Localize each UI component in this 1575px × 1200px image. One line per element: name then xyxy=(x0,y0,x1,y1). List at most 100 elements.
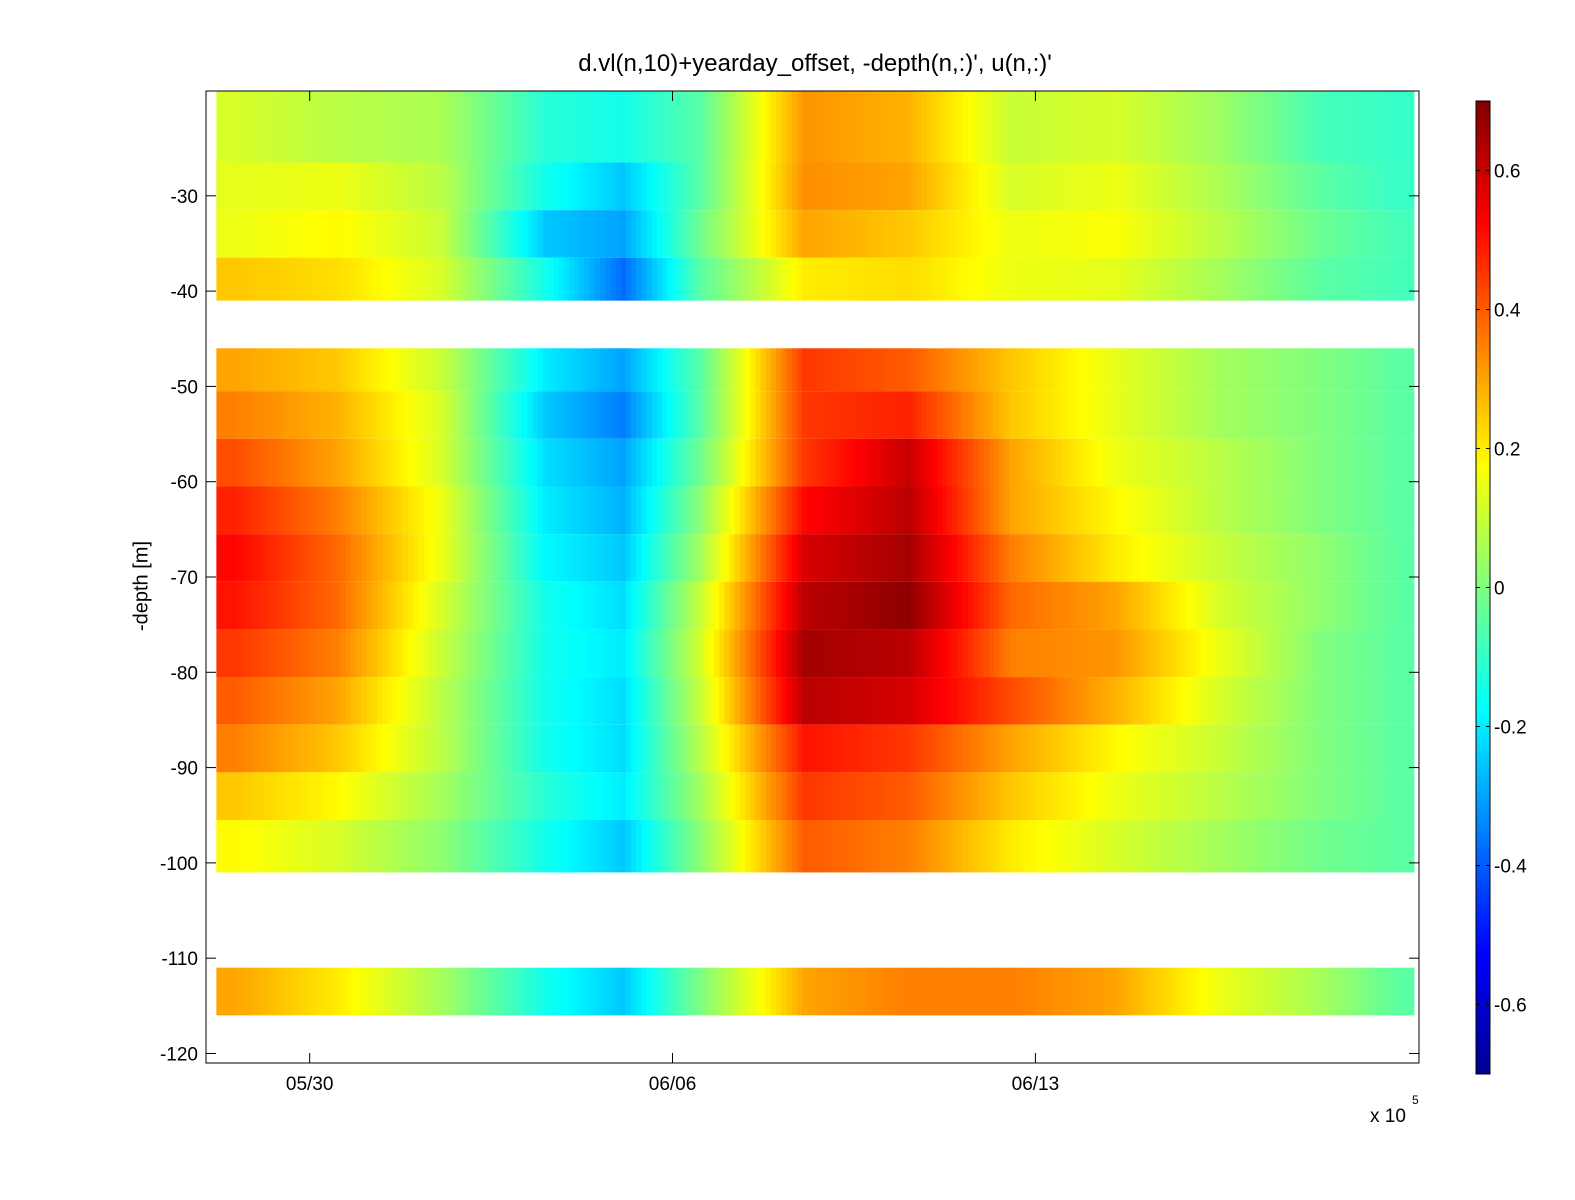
heatmap-cell xyxy=(662,391,668,439)
heatmap-cell xyxy=(1180,257,1187,301)
heatmap-cell xyxy=(631,257,637,301)
heatmap-cell xyxy=(936,348,943,392)
heatmap-cell xyxy=(853,534,860,582)
heatmap-cell xyxy=(734,820,741,873)
heatmap-cell xyxy=(729,534,736,582)
heatmap-cell xyxy=(662,91,668,163)
heatmap-cell xyxy=(1382,162,1389,211)
heatmap-cell xyxy=(853,581,860,630)
heatmap-cell xyxy=(651,438,658,487)
heatmap-cell xyxy=(1087,772,1094,820)
heatmap-cell xyxy=(1102,581,1109,630)
heatmap-cell xyxy=(294,724,300,773)
heatmap-cell xyxy=(750,534,757,582)
heatmap-cell xyxy=(926,438,933,487)
heatmap-cell xyxy=(1118,724,1125,773)
heatmap-cell xyxy=(226,677,233,725)
heatmap-cell xyxy=(869,724,876,773)
heatmap-cell xyxy=(625,677,632,725)
heatmap-cell xyxy=(1356,629,1363,678)
heatmap-cell xyxy=(428,486,435,535)
heatmap-cell xyxy=(828,391,834,439)
heatmap-cell xyxy=(1035,967,1042,1016)
heatmap-cell xyxy=(216,629,223,678)
heatmap-cell xyxy=(796,534,803,582)
heatmap-cell xyxy=(299,772,306,820)
heatmap-cell xyxy=(268,438,274,487)
heatmap-cell xyxy=(309,677,316,725)
heatmap-cell xyxy=(439,91,446,163)
heatmap-cell xyxy=(1175,348,1182,392)
heatmap-cell xyxy=(1325,391,1332,439)
heatmap-cell xyxy=(304,677,311,725)
heatmap-cell xyxy=(802,677,808,725)
heatmap-cell xyxy=(1206,772,1213,820)
heatmap-cell xyxy=(1113,629,1119,678)
heatmap-cell xyxy=(491,629,497,678)
heatmap-cell xyxy=(662,438,668,487)
heatmap-cell xyxy=(257,486,264,535)
heatmap-cell xyxy=(615,257,622,301)
heatmap-cell xyxy=(874,772,881,820)
heatmap-cell xyxy=(817,391,824,439)
heatmap-cell xyxy=(1310,486,1316,535)
heatmap-cell xyxy=(418,391,425,439)
heatmap-cell xyxy=(1170,257,1176,301)
heatmap-cell xyxy=(527,820,534,873)
heatmap-cell xyxy=(413,91,420,163)
heatmap-cell xyxy=(568,438,575,487)
heatmap-cell xyxy=(1009,438,1016,487)
heatmap-cell xyxy=(864,724,871,773)
heatmap-cell xyxy=(506,210,513,258)
heatmap-cell xyxy=(423,486,430,535)
heatmap-cell xyxy=(330,581,337,630)
heatmap-cell xyxy=(796,967,803,1016)
heatmap-cell xyxy=(345,348,352,392)
heatmap-cell xyxy=(1050,772,1057,820)
heatmap-cell xyxy=(480,724,487,773)
heatmap-cell xyxy=(527,257,534,301)
heatmap-cell xyxy=(496,391,503,439)
heatmap-cell xyxy=(1097,391,1104,439)
heatmap-cell xyxy=(340,820,347,873)
heatmap-cell xyxy=(755,348,762,392)
heatmap-cell xyxy=(377,162,383,211)
heatmap-cell xyxy=(620,724,627,773)
heatmap-cell xyxy=(589,820,596,873)
heatmap-cell xyxy=(1201,581,1208,630)
heatmap-cell xyxy=(1284,772,1290,820)
heatmap-cell xyxy=(470,91,477,163)
heatmap-cell xyxy=(351,486,357,535)
heatmap-cell xyxy=(714,486,720,535)
heatmap-cell xyxy=(1040,629,1047,678)
heatmap-cell xyxy=(916,677,922,725)
heatmap-cell xyxy=(216,162,223,211)
heatmap-cell xyxy=(506,391,513,439)
heatmap-cell xyxy=(589,91,596,163)
heatmap-cell xyxy=(330,391,337,439)
heatmap-cell xyxy=(1263,438,1270,487)
heatmap-cell xyxy=(377,391,383,439)
heatmap-cell xyxy=(833,967,840,1016)
heatmap-cell xyxy=(278,534,285,582)
heatmap-cell xyxy=(1372,534,1379,582)
heatmap-cell xyxy=(631,348,637,392)
x-tick-label: 06/06 xyxy=(649,1074,697,1095)
heatmap-cell xyxy=(335,581,342,630)
heatmap-cell xyxy=(926,772,933,820)
heatmap-cell xyxy=(869,581,876,630)
heatmap-cell xyxy=(843,534,850,582)
heatmap-cell xyxy=(1294,772,1301,820)
heatmap-cell xyxy=(641,677,648,725)
heatmap-cell xyxy=(397,724,404,773)
heatmap-cell xyxy=(1408,162,1415,211)
heatmap-cell xyxy=(765,162,772,211)
heatmap-cell xyxy=(1004,724,1011,773)
heatmap-cell xyxy=(1170,438,1176,487)
heatmap-cell xyxy=(527,391,534,439)
heatmap-cell xyxy=(745,967,751,1016)
heatmap-cell xyxy=(1253,629,1259,678)
heatmap-cell xyxy=(439,391,446,439)
heatmap-cell xyxy=(656,629,663,678)
